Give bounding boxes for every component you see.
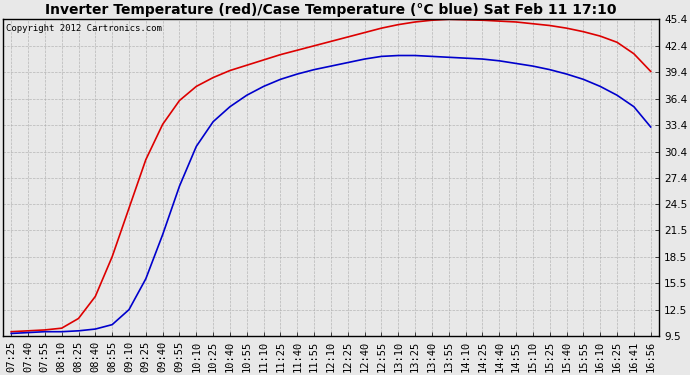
Text: Copyright 2012 Cartronics.com: Copyright 2012 Cartronics.com [6,24,162,33]
Title: Inverter Temperature (red)/Case Temperature (°C blue) Sat Feb 11 17:10: Inverter Temperature (red)/Case Temperat… [45,3,617,17]
